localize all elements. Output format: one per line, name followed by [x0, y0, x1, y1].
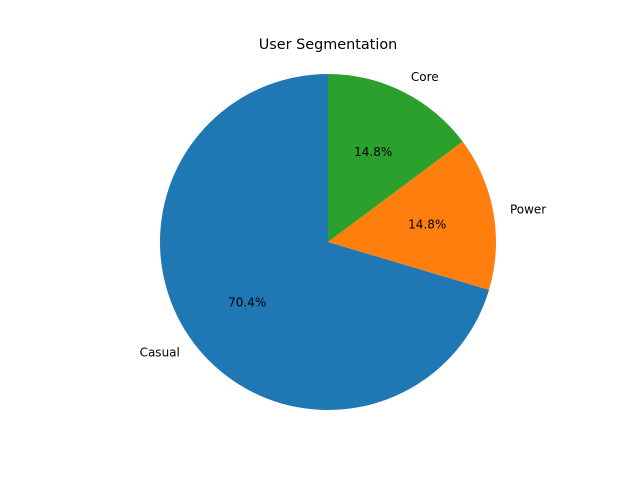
pie-slice-power: [328, 141, 496, 290]
slice-label-core: Core: [411, 70, 439, 84]
slice-percent-power: 14.8%: [408, 217, 446, 231]
slice-percent-core: 14.8%: [354, 145, 392, 159]
slice-label-power: Power: [510, 203, 546, 217]
slice-label-casual: Casual: [140, 345, 180, 359]
pie-slice-core: [328, 74, 463, 242]
pie-labels: Casual 70.4% Power 14.8% Core 14.8%: [140, 70, 547, 360]
chart-title: User Segmentation: [259, 37, 398, 53]
slice-percent-casual: 70.4%: [228, 295, 266, 309]
pie-slices: [159, 74, 496, 411]
pie-slice-casual: [159, 74, 490, 411]
